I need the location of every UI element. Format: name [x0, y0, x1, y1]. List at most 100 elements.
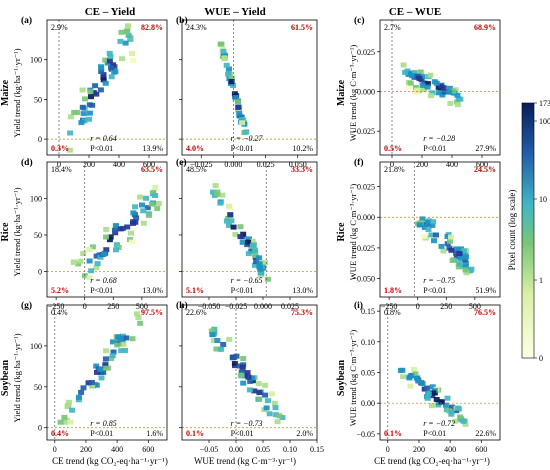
density-cell [237, 224, 244, 230]
correlation-r: r = −0.73 [231, 419, 263, 428]
density-cell [82, 96, 88, 102]
density-cell [120, 341, 127, 347]
density-cell [406, 84, 412, 90]
density-cell [112, 69, 119, 75]
y-tick-label: 0 [38, 135, 42, 144]
density-cell [79, 104, 86, 110]
y-tick-label: 0 [38, 424, 42, 433]
density-cell [88, 380, 95, 385]
density-cell [416, 76, 423, 81]
x-tick-label: 400 [444, 445, 456, 454]
quadrant-top-left: 2.7% [384, 23, 401, 32]
density-cell [108, 356, 115, 361]
quadrant-top-right: 61.5% [291, 23, 313, 32]
quadrant-bottom-right: 27.9% [475, 144, 496, 153]
density-cell [246, 387, 253, 393]
density-cell [455, 405, 461, 411]
density-cell [93, 91, 100, 97]
panel-frame [379, 161, 501, 298]
x-tick-label: 250 [440, 302, 452, 311]
x-tick-label: 0.00 [229, 445, 243, 454]
density-cell [461, 257, 468, 263]
density-cell [228, 218, 235, 224]
density-cell [89, 244, 96, 250]
density-cell [407, 383, 414, 389]
y-tick-label: 50 [34, 95, 42, 104]
density-cell [87, 89, 94, 95]
density-cell [429, 403, 435, 409]
row-label-soybean-2: Soybean [336, 360, 347, 397]
density-cell [106, 50, 113, 56]
density-cell [66, 147, 73, 153]
density-cell [400, 62, 407, 68]
quadrant-top-left: 0.4% [51, 308, 68, 317]
density-cell [447, 238, 453, 244]
colorbar-tick-0: 0 [539, 354, 543, 363]
density-cell [81, 118, 88, 124]
density-cell [94, 261, 101, 267]
quadrant-bottom-right: 13.0% [292, 286, 313, 295]
density-cell [262, 260, 269, 266]
density-cell [112, 227, 118, 233]
x-tick-label: 400 [111, 445, 123, 454]
density-cell [70, 259, 77, 265]
density-cell [97, 369, 104, 375]
density-cell [125, 32, 132, 38]
density-cell [139, 202, 145, 208]
density-cell [456, 251, 463, 257]
density-cell [128, 239, 135, 245]
density-cell [117, 38, 124, 44]
row-label-rice: Rice [0, 222, 11, 241]
density-cell [274, 419, 281, 425]
density-cell [88, 94, 94, 100]
panel-f: −250 0 250 500 −0.050 −0.025 0.000 0.025 (f) 21.8… [352, 157, 501, 311]
quadrant-top-right: 75.3% [291, 308, 313, 317]
density-cell [114, 342, 121, 348]
quadrant-bottom-right: 1.6% [146, 429, 163, 438]
density-cell [220, 342, 227, 347]
density-cell [93, 253, 100, 259]
density-cell [89, 102, 96, 108]
quadrant-top-right: 97.5% [141, 308, 163, 317]
xlabel-col3: CE trend (kg CO₂-eq·ha⁻¹·yr⁻¹) [374, 456, 490, 466]
x-tick-label: 0 [416, 302, 420, 311]
density-cell [125, 23, 131, 29]
panel-grid: 0 200 400 600 0 50 100 (a) 2.9% 82.8% 0.3% 13.9% r =… [21, 15, 501, 454]
quadrant-top-right: 68.9% [474, 23, 496, 32]
density-cell [113, 247, 119, 253]
density-cells [66, 23, 136, 153]
density-cell [226, 66, 232, 72]
density-cell [103, 227, 110, 232]
density-cell [144, 205, 151, 211]
density-cell [449, 257, 456, 263]
x-tick-label: 0.025 [257, 160, 275, 169]
density-cell [97, 87, 104, 93]
quadrant-bottom-right: 51.9% [475, 286, 496, 295]
density-cells [397, 366, 469, 427]
density-cell [232, 231, 239, 237]
density-cell [272, 405, 279, 411]
density-cell [223, 62, 230, 68]
density-cell [454, 102, 461, 108]
density-cell [129, 336, 136, 342]
density-cell [118, 29, 125, 35]
density-cell [130, 210, 137, 216]
panel-frame [46, 304, 168, 441]
quadrant-bottom-left: 0.1% [186, 429, 204, 438]
density-cell [240, 380, 247, 386]
correlation-r: r = −0.72 [423, 419, 455, 428]
panel-h: −0.05 0.00 0.05 0.10 0.15 (h)22.6% 75.3% 0.1% 2.… [176, 300, 324, 454]
colorbar-ticks [534, 102, 537, 359]
density-cell [130, 58, 136, 63]
quadrant-top-right: 24.5% [474, 165, 496, 174]
density-cell [446, 85, 453, 91]
density-cell [118, 348, 125, 354]
panel-a: 0 200 400 600 0 50 100 (a) 2.9% 82.8% 0.3% 13.9% r =… [21, 15, 168, 169]
density-cell [425, 220, 431, 225]
density-cell [406, 375, 413, 381]
density-cell [97, 254, 104, 260]
x-tick-label: 600 [143, 160, 155, 169]
density-cell [217, 200, 224, 206]
density-cell [264, 398, 271, 404]
density-cell [414, 87, 420, 93]
